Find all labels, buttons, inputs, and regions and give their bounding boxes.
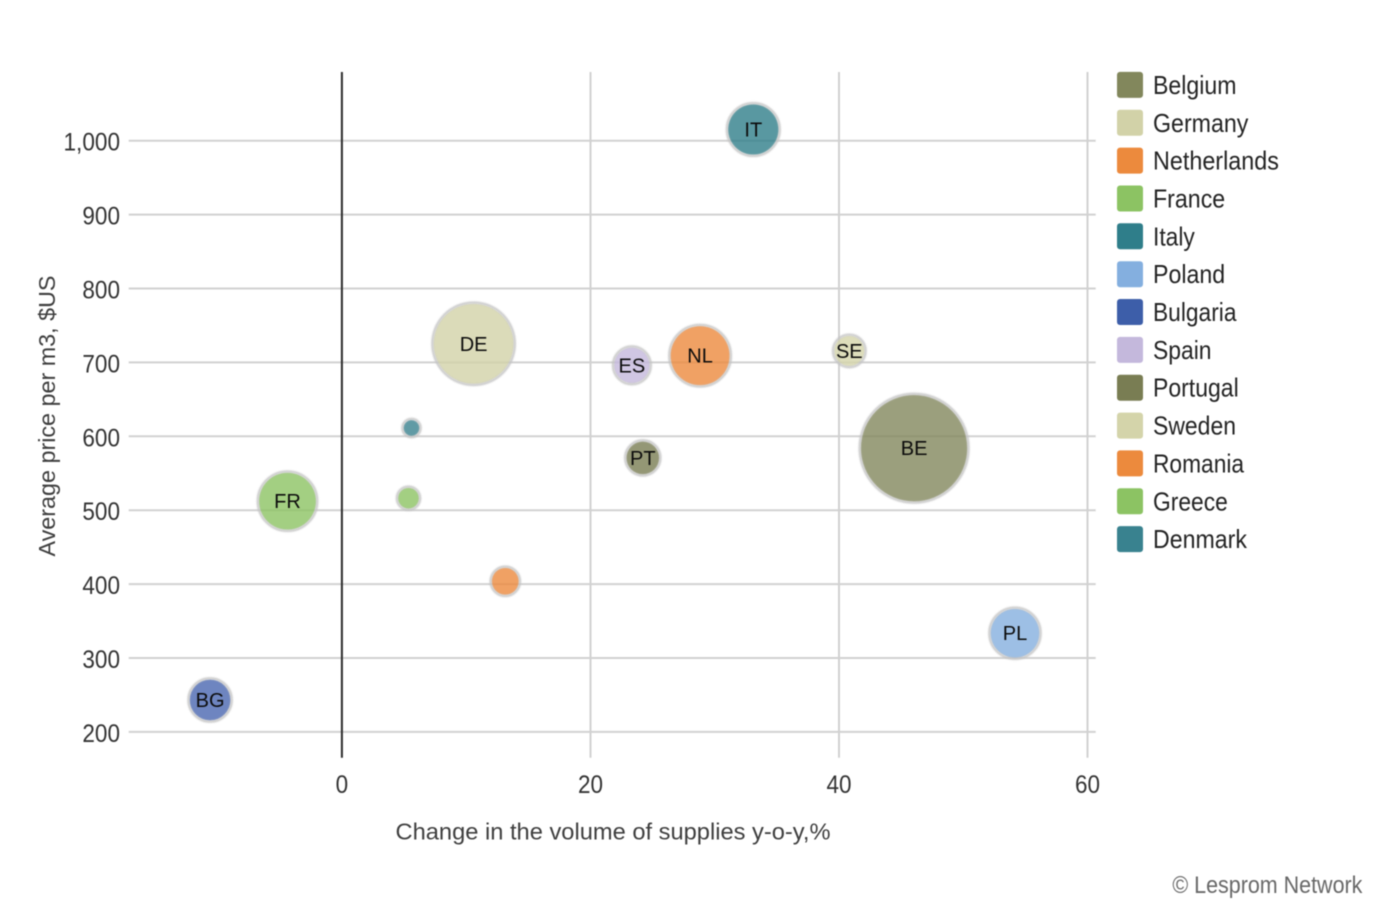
svg-text:40: 40 [827, 771, 852, 799]
svg-text:Poland: Poland [1153, 259, 1225, 289]
svg-text:Germany: Germany [1153, 108, 1248, 138]
svg-text:PT: PT [630, 448, 656, 470]
svg-text:BG: BG [196, 690, 225, 712]
svg-text:PL: PL [1003, 623, 1027, 645]
svg-text:IT: IT [744, 120, 762, 142]
svg-text:NL: NL [687, 346, 713, 368]
svg-text:DE: DE [460, 334, 488, 356]
svg-text:1,000: 1,000 [64, 129, 121, 157]
svg-text:200: 200 [82, 720, 120, 748]
svg-text:300: 300 [82, 646, 120, 674]
svg-text:400: 400 [82, 572, 120, 600]
svg-text:20: 20 [578, 771, 603, 799]
svg-text:France: France [1153, 184, 1225, 214]
svg-text:Average price per m3, $US: Average price per m3, $US [34, 276, 60, 557]
svg-text:SE: SE [836, 341, 863, 363]
svg-text:600: 600 [82, 424, 120, 452]
svg-text:Romania: Romania [1153, 448, 1245, 478]
svg-text:900: 900 [82, 203, 120, 231]
svg-text:BE: BE [901, 438, 928, 460]
svg-text:Portugal: Portugal [1153, 373, 1239, 403]
svg-text:Spain: Spain [1153, 335, 1212, 365]
svg-text:Change in the volume of suppli: Change in the volume of supplies y-o-y,% [396, 819, 831, 845]
svg-text:700: 700 [82, 350, 120, 378]
svg-text:© Lesprom Network: © Lesprom Network [1172, 872, 1363, 899]
svg-text:Netherlands: Netherlands [1153, 146, 1279, 176]
svg-text:60: 60 [1075, 771, 1100, 799]
svg-text:800: 800 [82, 277, 120, 305]
svg-text:FR: FR [274, 491, 301, 513]
svg-text:500: 500 [82, 498, 120, 526]
svg-text:0: 0 [336, 771, 349, 799]
svg-text:Greece: Greece [1153, 486, 1228, 516]
svg-text:Italy: Italy [1153, 221, 1195, 251]
svg-text:Bulgaria: Bulgaria [1153, 297, 1237, 327]
svg-text:Belgium: Belgium [1153, 70, 1237, 100]
svg-text:Denmark: Denmark [1153, 524, 1248, 554]
svg-text:Sweden: Sweden [1153, 411, 1236, 441]
svg-text:ES: ES [619, 355, 646, 377]
